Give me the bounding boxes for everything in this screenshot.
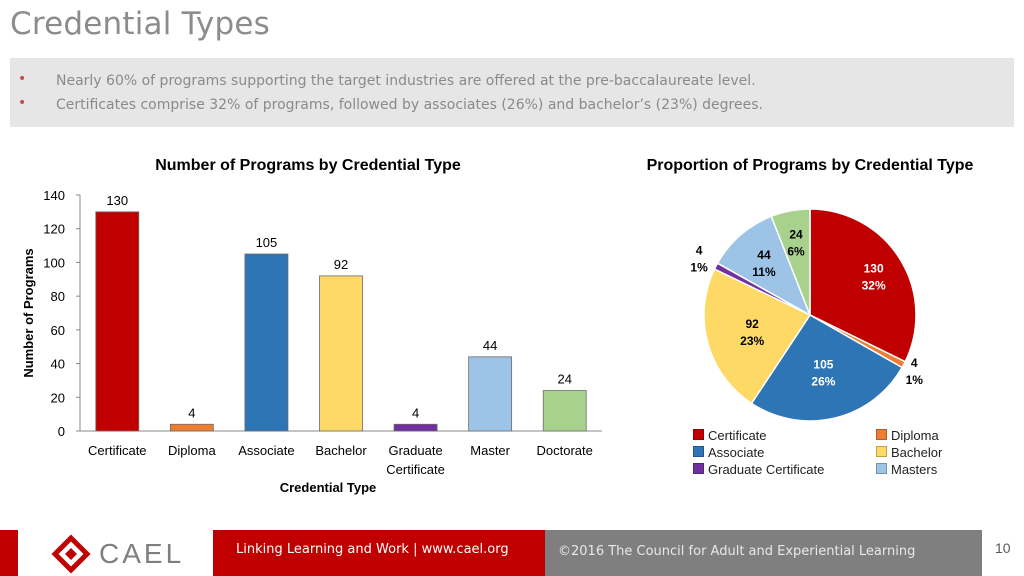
bar-data-label: 4	[412, 405, 419, 420]
legend-label: Associate	[708, 445, 765, 460]
charts-area: Number of Programs by Credential Type Pr…	[21, 157, 974, 495]
pie-percent-label: 1%	[690, 260, 708, 274]
bar-graduate-certificate	[393, 423, 438, 432]
legend-swatch	[693, 429, 704, 440]
legend-label: Masters	[891, 462, 938, 477]
bullet-marker: •	[18, 95, 27, 111]
pie-slice-doctorate	[770, 208, 811, 316]
legend-item-graduate-certificate: Graduate Certificate	[693, 462, 824, 477]
bar-data-label: 130	[106, 193, 128, 208]
bullet-marker: •	[18, 71, 27, 87]
pie-value-label: 105	[813, 357, 833, 371]
pie-percent-label: 6%	[787, 244, 805, 258]
pie-value-label: 24	[789, 227, 803, 241]
bar-y-tick-label: 100	[43, 255, 65, 270]
bar-x-tick-label: Certificate	[386, 462, 445, 477]
footer-copyright-band	[545, 530, 982, 576]
page-number: 10	[995, 540, 1011, 556]
legend-item-masters: Masters	[876, 462, 937, 477]
bar-y-tick-label: 140	[43, 188, 65, 203]
legend-swatch	[693, 446, 704, 457]
bar-x-tick-label: Master	[470, 443, 510, 458]
bar-x-tick-label: Diploma	[168, 443, 216, 458]
bar-data-label: 24	[557, 372, 571, 387]
bar-y-tick-label: 60	[51, 323, 65, 338]
bar-doctorate	[542, 390, 587, 432]
bar-x-tick-label: Certificate	[88, 443, 147, 458]
pie-slice-certificate	[809, 208, 917, 363]
pie-value-label: 4	[911, 356, 918, 370]
pie-percent-label: 1%	[906, 373, 924, 387]
bar-y-tick-label: 80	[51, 289, 65, 304]
legend-item-diploma: Diploma	[876, 428, 939, 443]
bar-y-tick-label: 40	[51, 357, 65, 372]
bar-chart-title: Number of Programs by Credential Type	[155, 157, 461, 174]
bar-data-label: 92	[334, 257, 348, 272]
cael-logo-mark-icon: CAEL	[51, 534, 184, 574]
legend-swatch	[876, 463, 887, 474]
bar-y-tick-label: 120	[43, 222, 65, 237]
bar-y-tick-label: 0	[58, 424, 65, 439]
bar-x-tick-label: Bachelor	[315, 443, 367, 458]
bar-master	[468, 356, 513, 432]
pie-percent-label: 26%	[811, 374, 835, 388]
cael-logo: CAEL	[43, 530, 213, 576]
footer-gap	[18, 530, 43, 576]
pie-value-label: 4	[696, 243, 703, 257]
bar-x-tick-label: Associate	[238, 443, 294, 458]
pie-percent-label: 32%	[862, 278, 886, 292]
bar-bachelor	[319, 275, 363, 432]
legend-label: Certificate	[708, 428, 767, 443]
legend-label: Bachelor	[891, 445, 943, 460]
bar-associate	[244, 253, 289, 432]
bar-certificate	[95, 211, 140, 432]
legend-item-bachelor: Bachelor	[876, 445, 942, 460]
pie-chart-title: Proportion of Programs by Credential Typ…	[647, 157, 974, 174]
legend-item-certificate: Certificate	[693, 428, 767, 443]
logo-text: CAEL	[99, 538, 184, 569]
pie-value-label: 92	[745, 317, 759, 331]
footer-accent	[0, 530, 18, 576]
bar-data-label: 44	[483, 338, 497, 353]
pie-slice-associate	[750, 314, 904, 422]
bullet-text: Nearly 60% of programs supporting the ta…	[56, 73, 756, 89]
slide-title: Credential Types	[10, 6, 270, 42]
bar-x-axis-label: Credential Type	[280, 480, 377, 495]
legend-label: Graduate Certificate	[708, 462, 825, 477]
legend-label: Diploma	[891, 428, 939, 443]
footer-tagline-band	[213, 530, 545, 576]
bar-x-tick-label: Doctorate	[537, 443, 593, 458]
legend-swatch	[876, 446, 887, 457]
bullet-text: Certificates comprise 32% of programs, f…	[56, 97, 763, 113]
bar-data-label: 105	[256, 235, 278, 250]
bar-y-tick-label: 20	[51, 390, 65, 405]
pie-percent-label: 23%	[740, 334, 764, 348]
legend-swatch	[876, 429, 887, 440]
pie-legend: Certificate Diploma Associate Bachelor G…	[693, 428, 993, 484]
pie-slice-masters	[716, 215, 812, 317]
pie-value-label: 44	[757, 248, 771, 262]
bar-diploma	[169, 423, 214, 432]
pie-percent-label: 11%	[752, 265, 776, 279]
footer-tagline: Linking Learning and Work | www.cael.org	[236, 542, 509, 557]
legend-swatch	[693, 463, 704, 474]
footer-bar: CAEL Linking Learning and Work | www.cae…	[0, 530, 1024, 576]
legend-item-associate: Associate	[693, 445, 764, 460]
pie-value-label: 130	[864, 261, 884, 275]
bar-data-label: 4	[188, 405, 195, 420]
bullet-box: • Nearly 60% of programs supporting the …	[10, 58, 1014, 127]
footer-copyright: ©2016 The Council for Adult and Experien…	[558, 544, 916, 559]
bar-y-axis-label: Number of Programs	[21, 248, 36, 377]
bar-x-tick-label: Graduate	[388, 443, 442, 458]
